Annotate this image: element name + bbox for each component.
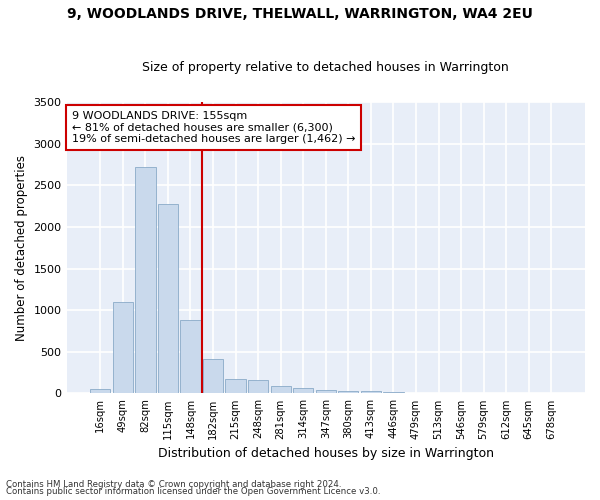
Y-axis label: Number of detached properties: Number of detached properties	[15, 154, 28, 340]
Bar	[338, 390, 358, 394]
Text: Contains public sector information licensed under the Open Government Licence v3: Contains public sector information licen…	[6, 488, 380, 496]
Bar	[293, 388, 313, 394]
Bar	[383, 392, 404, 394]
Text: 9, WOODLANDS DRIVE, THELWALL, WARRINGTON, WA4 2EU: 9, WOODLANDS DRIVE, THELWALL, WARRINGTON…	[67, 8, 533, 22]
Bar	[316, 390, 336, 394]
Bar	[406, 393, 426, 394]
Bar	[181, 320, 200, 394]
Bar	[271, 386, 291, 394]
Bar	[203, 359, 223, 394]
Text: Contains HM Land Registry data © Crown copyright and database right 2024.: Contains HM Land Registry data © Crown c…	[6, 480, 341, 489]
X-axis label: Distribution of detached houses by size in Warrington: Distribution of detached houses by size …	[158, 447, 494, 460]
Bar	[248, 380, 268, 394]
Bar	[135, 167, 155, 394]
Bar	[226, 380, 246, 394]
Bar	[90, 389, 110, 394]
Bar	[361, 391, 381, 394]
Bar	[113, 302, 133, 394]
Bar	[158, 204, 178, 394]
Title: Size of property relative to detached houses in Warrington: Size of property relative to detached ho…	[142, 62, 509, 74]
Text: 9 WOODLANDS DRIVE: 155sqm
← 81% of detached houses are smaller (6,300)
19% of se: 9 WOODLANDS DRIVE: 155sqm ← 81% of detac…	[72, 111, 355, 144]
